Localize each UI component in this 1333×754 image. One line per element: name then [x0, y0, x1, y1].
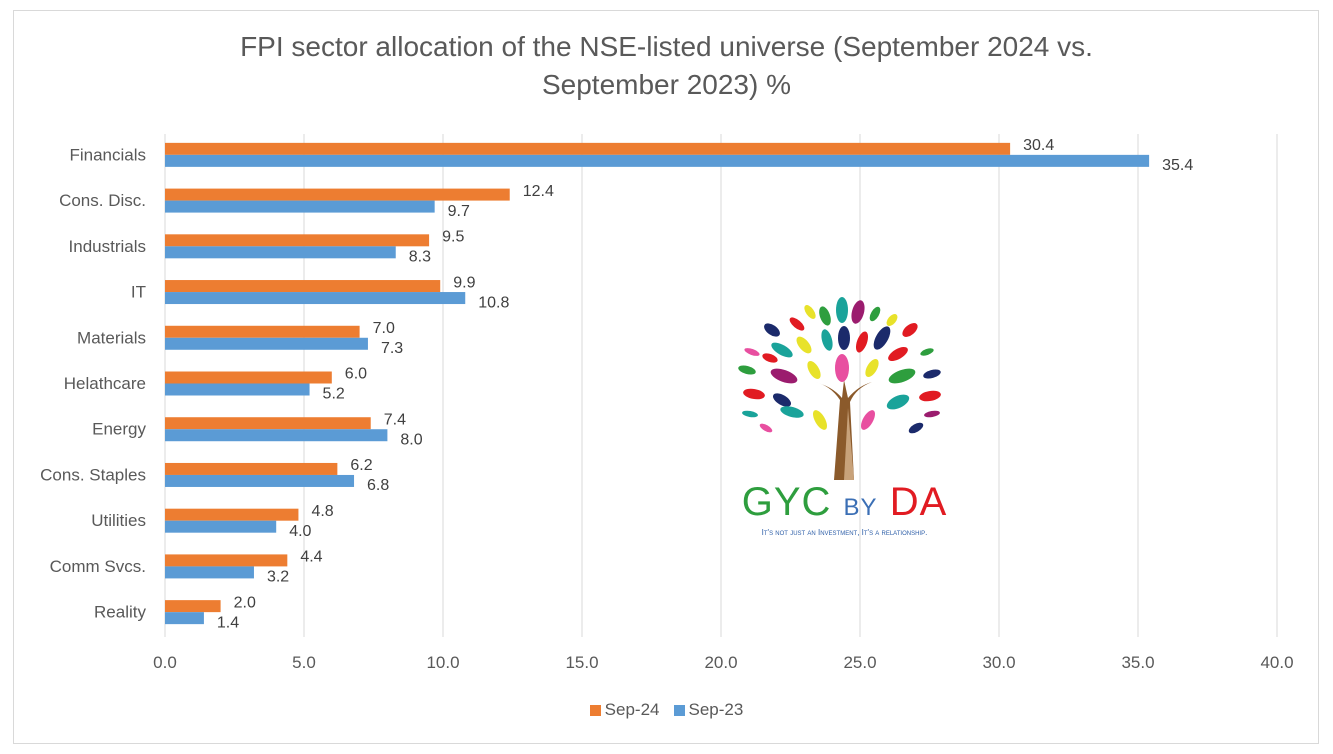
logo-brand-da: DA — [889, 480, 948, 524]
bar — [165, 188, 510, 201]
logo-brand-text: GYC BY DA — [722, 480, 967, 525]
x-tick-label: 30.0 — [982, 653, 1015, 672]
bar — [165, 337, 368, 350]
tree-logo-icon — [738, 297, 941, 480]
data-label: 3.2 — [267, 569, 289, 586]
logo-tagline: It's not just an Investment, It's a rela… — [761, 528, 928, 537]
bar — [165, 292, 466, 305]
bar — [165, 600, 221, 613]
bar — [165, 566, 254, 579]
data-label: 4.0 — [289, 523, 311, 540]
chart-legend: Sep-24 Sep-23 — [0, 700, 1333, 720]
data-label: 7.4 — [384, 411, 406, 428]
x-tick-label: 15.0 — [565, 653, 598, 672]
category-label: Reality — [94, 603, 146, 622]
bar — [165, 474, 355, 487]
data-label: 7.0 — [373, 320, 395, 337]
data-label: 2.0 — [234, 594, 256, 611]
data-label: 30.4 — [1023, 137, 1054, 154]
category-label: IT — [131, 283, 146, 302]
bar — [165, 429, 388, 442]
x-tick-label: 0.0 — [153, 653, 177, 672]
legend-swatch-sep23 — [673, 704, 685, 716]
data-label: 8.0 — [400, 431, 422, 448]
category-label: Utilities — [91, 511, 146, 530]
data-label: 7.3 — [381, 340, 403, 357]
bar — [165, 520, 277, 533]
data-label: 10.8 — [478, 294, 509, 311]
category-label: Materials — [77, 328, 146, 347]
chart-title-line2: September 2023) % — [541, 69, 792, 100]
legend-item-sep24: Sep-24 — [589, 700, 660, 720]
bar — [165, 142, 1011, 155]
chart-title: FPI sector allocation of the NSE-listed … — [0, 28, 1333, 104]
legend-swatch-sep24 — [589, 704, 601, 716]
data-label: 9.7 — [448, 203, 470, 220]
bar — [165, 234, 430, 247]
bar — [165, 417, 371, 430]
data-label: 6.0 — [345, 366, 367, 383]
gyc-logo: GYC BY DA It's not just an Investment, I… — [722, 290, 967, 540]
bar — [165, 554, 288, 567]
category-label: Industrials — [69, 237, 146, 256]
category-label: Helathcare — [64, 374, 146, 393]
data-label: 35.4 — [1162, 157, 1193, 174]
x-tick-label: 25.0 — [843, 653, 876, 672]
logo-brand-main: GYC — [741, 480, 832, 524]
data-label: 1.4 — [217, 614, 239, 631]
bar — [165, 200, 435, 213]
logo-brand-by: BY — [843, 494, 878, 521]
bar — [165, 462, 338, 475]
chart-title-line1: FPI sector allocation of the NSE-listed … — [240, 31, 1093, 62]
bar — [165, 612, 204, 625]
data-label: 8.3 — [409, 249, 431, 266]
bar — [165, 383, 310, 396]
legend-label-sep24: Sep-24 — [604, 700, 660, 719]
bar — [165, 325, 360, 338]
data-label: 5.2 — [323, 386, 345, 403]
bar — [165, 508, 299, 521]
bar — [165, 246, 396, 259]
bar — [165, 371, 332, 384]
data-label: 6.8 — [367, 477, 389, 494]
x-tick-label: 40.0 — [1260, 653, 1293, 672]
legend-label-sep23: Sep-23 — [688, 700, 744, 719]
legend-item-sep23: Sep-23 — [673, 700, 744, 720]
data-label: 9.9 — [453, 274, 475, 291]
category-label: Energy — [92, 420, 146, 439]
category-label: Comm Svcs. — [50, 557, 146, 576]
bar — [165, 280, 441, 293]
category-label: Financials — [69, 145, 146, 164]
bar — [165, 154, 1150, 167]
data-label: 4.4 — [300, 549, 322, 566]
data-label: 4.8 — [311, 503, 333, 520]
category-label: Cons. Disc. — [59, 191, 146, 210]
data-label: 9.5 — [442, 229, 464, 246]
data-label: 12.4 — [523, 183, 554, 200]
x-tick-label: 10.0 — [426, 653, 459, 672]
x-tick-label: 20.0 — [704, 653, 737, 672]
category-label: Cons. Staples — [40, 465, 146, 484]
data-label: 6.2 — [350, 457, 372, 474]
x-tick-label: 5.0 — [292, 653, 316, 672]
x-tick-label: 35.0 — [1121, 653, 1154, 672]
